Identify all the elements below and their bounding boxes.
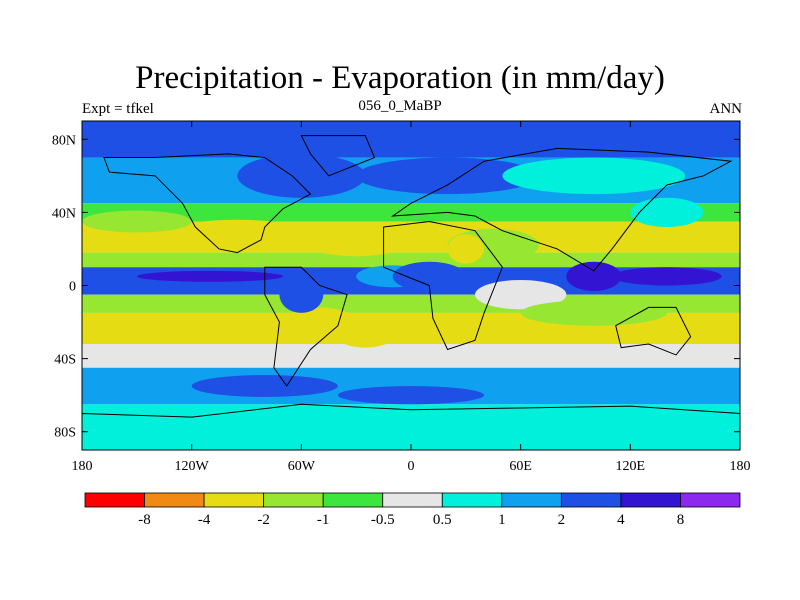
field-region-17 [630,197,704,228]
x-tick-label: 180 [730,459,751,474]
field-region-13 [136,270,284,282]
y-tick-label: 40S [54,353,76,368]
field-region-10 [279,276,324,313]
experiment-label: Expt = tfkel [82,101,154,117]
field-region-16 [502,157,686,195]
y-tick-label: 80N [52,133,76,148]
x-tick-label: 0 [408,459,415,474]
field-region-20 [557,375,704,397]
colorbar-box [680,492,741,508]
colorbar-box [203,492,265,508]
colorbar-box [84,492,145,508]
field-region-3 [332,314,399,348]
colorbar-label: -0.5 [371,512,395,528]
colorbar-box [501,492,562,508]
continent-outline-0 [103,153,312,254]
field-region-9 [392,261,466,291]
field-band-4 [82,252,740,268]
x-tick-label: 60W [288,459,316,474]
x-tick-label: 180 [72,459,93,474]
colorbar-label: -1 [317,512,330,528]
continent-outline-3 [390,147,733,272]
field-region-6 [474,280,567,310]
field-region-15 [356,157,539,195]
field-region-7 [520,300,667,326]
x-tick-label: 120E [616,459,646,474]
continent-outline-4 [615,306,692,356]
colorbar-label: 4 [617,512,625,528]
x-tick-label: 60E [509,459,532,474]
colorbar-box [263,492,324,508]
colorbar-label: 1 [498,512,506,528]
y-tick-label: 80S [54,426,76,441]
field-region-19 [191,375,338,397]
colorbar-label: -4 [198,512,211,528]
colorbar-box [560,492,622,508]
colorbar-box [382,492,443,508]
continent-outline-1 [264,266,348,387]
colorbar-label: 0.5 [433,512,452,528]
field-region-21 [337,386,485,405]
chart-title: Precipitation - Evaporation (in mm/day) [135,60,665,96]
x-tick-label: 120W [175,459,210,474]
field-region-12 [612,267,722,286]
y-tick-label: 0 [69,280,76,295]
colorbar-box [620,492,681,508]
period-label: 056_0_MaBP [358,98,442,114]
field-region-14 [237,153,366,198]
field-band-2 [82,203,740,222]
colorbar-box [144,492,205,508]
colorbar-label: 8 [677,512,685,528]
field-band-8 [82,343,740,368]
field-region-5 [447,234,485,264]
y-axis: 80N 40N 0 40S 80S [52,133,740,441]
field-region-11 [566,261,622,291]
y-tick-label: 40N [52,206,76,221]
field-region-18 [82,210,192,233]
colorbar-box [322,492,384,508]
field-region-0 [164,219,311,249]
continent-outline-2 [383,221,503,351]
colorbar-label: -8 [138,512,151,528]
colorbar-label: -2 [257,512,270,528]
colorbar-label: 2 [558,512,566,528]
continent-outline-5 [300,135,376,177]
x-axis: 180 120W 60W 0 60E 120E 180 [72,121,751,474]
field-band-10 [82,404,740,450]
colorbar-box [441,492,503,508]
season-label: ANN [709,101,743,117]
